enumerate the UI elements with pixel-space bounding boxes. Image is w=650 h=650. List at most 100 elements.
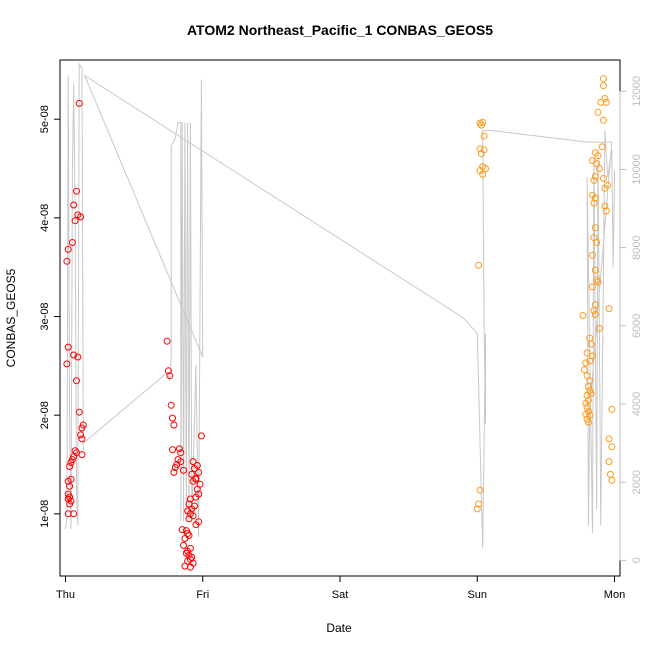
- data-point: [68, 239, 76, 246]
- secondary-y-axis: 0 2000 4000 6000 8000 10000 12000: [619, 76, 643, 563]
- x-axis: Thu Fri Sat Sun Mon: [56, 576, 625, 601]
- data-point: [591, 266, 599, 274]
- data-point: [589, 157, 596, 165]
- data-point: [586, 357, 594, 365]
- data-point: [75, 99, 83, 107]
- data-point: [582, 399, 590, 407]
- data-point: [477, 150, 485, 158]
- data-point: [601, 184, 609, 192]
- data-point: [185, 515, 193, 523]
- x-tick-label: Sun: [467, 589, 487, 601]
- points-layer: [63, 75, 616, 571]
- data-point: [594, 278, 602, 286]
- data-point: [591, 172, 599, 180]
- data-point: [70, 351, 78, 359]
- data-point: [186, 495, 194, 503]
- data-point: [169, 414, 176, 422]
- data-point: [590, 199, 598, 207]
- chart-title: ATOM2 Northeast_Pacific_1 CONBAS_GEOS5: [187, 22, 493, 38]
- data-point: [482, 165, 489, 172]
- y-axis-label: CONBAS_GEOS5: [4, 268, 18, 367]
- data-point: [590, 307, 598, 315]
- data-point: [593, 276, 601, 284]
- y2-tick-label: 0: [631, 557, 643, 563]
- data-point: [78, 424, 86, 432]
- data-point: [78, 435, 86, 443]
- data-point: [192, 475, 200, 483]
- data-point: [591, 224, 599, 232]
- y-tick-label: 5e-08: [39, 105, 51, 133]
- data-point: [192, 521, 200, 529]
- y-tick-label: 3e-08: [39, 302, 51, 330]
- data-point: [583, 391, 591, 399]
- plot-frame: [59, 59, 621, 577]
- data-point: [185, 532, 193, 539]
- data-point: [600, 174, 607, 182]
- data-point: [589, 283, 596, 291]
- data-point: [608, 443, 616, 451]
- y-tick-label: 2e-08: [39, 401, 51, 429]
- data-point: [195, 468, 203, 476]
- data-point: [64, 477, 72, 485]
- data-point: [591, 194, 599, 202]
- data-point: [479, 118, 487, 126]
- data-point: [583, 349, 591, 357]
- data-point: [71, 447, 79, 455]
- data-point: [579, 312, 587, 319]
- data-point: [480, 132, 488, 140]
- data-point: [597, 98, 605, 106]
- data-point: [197, 432, 205, 440]
- data-point: [600, 75, 607, 83]
- data-point: [66, 493, 74, 501]
- data-point: [583, 403, 591, 411]
- data-point: [164, 367, 172, 375]
- x-tick-label: Fri: [196, 589, 209, 601]
- data-point: [177, 449, 185, 457]
- data-point: [582, 359, 590, 367]
- data-point: [70, 201, 78, 209]
- y2-tick-label: 4000: [631, 392, 643, 416]
- data-point: [584, 383, 592, 391]
- data-point: [601, 95, 609, 102]
- data-point: [175, 445, 183, 453]
- data-point: [582, 410, 590, 418]
- data-point: [63, 257, 71, 265]
- data-point: [75, 408, 83, 416]
- y2-tick-label: 12000: [631, 76, 643, 107]
- data-point: [78, 451, 86, 459]
- data-point: [163, 337, 171, 345]
- data-point: [601, 202, 609, 210]
- data-point: [608, 405, 616, 413]
- data-point: [188, 470, 196, 478]
- data-point: [66, 463, 74, 470]
- x-tick-label: Thu: [56, 589, 75, 601]
- data-point: [189, 458, 197, 466]
- data-point: [606, 470, 614, 478]
- data-point: [589, 251, 596, 259]
- altitude-line-layer: [65, 62, 615, 549]
- data-point: [170, 468, 178, 476]
- data-point: [587, 340, 595, 348]
- data-point: [605, 458, 613, 466]
- data-point: [63, 360, 71, 368]
- data-point: [594, 152, 602, 160]
- y-axis: 1e-08 2e-08 3e-08 4e-08 5e-08: [39, 105, 60, 528]
- data-point: [479, 170, 487, 178]
- data-point: [71, 217, 79, 225]
- data-point: [64, 510, 72, 518]
- x-axis-label: Date: [326, 621, 352, 635]
- data-point: [587, 390, 595, 397]
- y-tick-label: 4e-08: [39, 204, 51, 232]
- data-point: [600, 116, 607, 124]
- data-point: [169, 446, 176, 454]
- data-point: [66, 482, 74, 490]
- data-point: [191, 465, 198, 472]
- y2-tick-label: 6000: [631, 314, 643, 338]
- data-point: [184, 547, 192, 555]
- data-point: [73, 377, 80, 385]
- data-point: [188, 505, 196, 513]
- data-point: [73, 187, 80, 195]
- data-point: [167, 401, 175, 409]
- data-point: [605, 305, 613, 313]
